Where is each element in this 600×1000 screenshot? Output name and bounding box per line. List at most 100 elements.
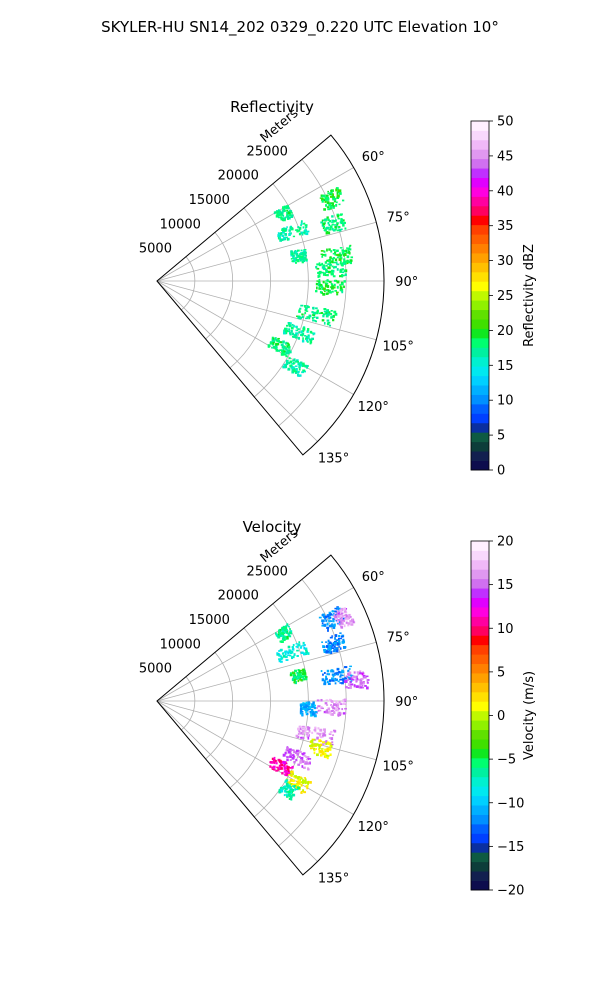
colorbar-segment (471, 823, 489, 834)
colorbar-segment (471, 234, 489, 245)
azimuth-spoke-3 (156, 700, 377, 761)
colorbar-segment (471, 635, 489, 646)
azimuth-tick-label: 90° (395, 695, 418, 710)
echo-region-6 (315, 259, 348, 278)
reflectivity-panel: Reflectivity500010000150002000025000Mete… (139, 98, 537, 479)
colorbar-segment (471, 748, 489, 759)
colorbar-segment (471, 795, 489, 806)
colorbar-segment (471, 224, 489, 235)
colorbar-segment (471, 177, 489, 188)
colorbar-segment (471, 814, 489, 825)
echo-layer (269, 606, 370, 801)
colorbar-tick-label: 15 (497, 359, 514, 374)
echo-region-3 (276, 641, 310, 663)
colorbar-segment (471, 663, 489, 674)
colorbar-segment (471, 394, 489, 405)
colorbar-segment (471, 205, 489, 216)
azimuth-tick-label: 60° (362, 570, 385, 585)
colorbar-segment (471, 328, 489, 339)
colorbar-segment (471, 271, 489, 282)
colorbar-segment (471, 842, 489, 853)
colorbar-segment (471, 385, 489, 395)
echo-region-9 (299, 701, 318, 718)
colorbar-segment (471, 196, 489, 207)
radial-tick-label: 15000 (189, 613, 230, 628)
colorbar-tick-label: 45 (497, 149, 514, 164)
echo-region-2 (333, 607, 356, 629)
azimuth-spoke-4 (156, 280, 354, 395)
azimuth-tick-label: 120° (358, 400, 389, 415)
colorbar-segment (471, 833, 489, 844)
azimuth-spoke-1 (156, 641, 377, 702)
panel-title: Velocity (243, 518, 302, 536)
colorbar-segment (471, 347, 489, 358)
colorbar: −20 −15 −10 −5 0 5 10 15 20 Velocity (m/s) (470, 535, 537, 899)
range-ring-2 (229, 627, 271, 789)
echo-region-7 (344, 670, 370, 690)
azimuth-spoke-3 (156, 280, 377, 341)
colorbar-segment (471, 654, 489, 665)
colorbar-tick-label: 30 (497, 254, 514, 269)
colorbar-segment (471, 337, 489, 348)
echo-region-15 (278, 779, 301, 801)
colorbar-segment (471, 852, 489, 863)
echo-region-5 (320, 244, 354, 267)
echo-region-1 (318, 606, 345, 632)
colorbar-segment (471, 880, 489, 891)
colorbar-segment (471, 215, 489, 226)
echo-region-8 (315, 698, 347, 717)
colorbar-segment (471, 366, 489, 377)
azimuth-tick-label: 135° (318, 452, 349, 467)
colorbar-segment (471, 281, 489, 292)
echo-region-0 (275, 623, 293, 643)
colorbar-segment (471, 319, 489, 329)
colorbar-segment (471, 441, 489, 452)
colorbar-segment (471, 451, 489, 461)
colorbar-segment (471, 309, 489, 320)
radial-tick-label: 20000 (218, 169, 259, 184)
colorbar-segment (471, 786, 489, 797)
echo-region-7 (315, 278, 346, 296)
azimuth-tick-label: 135° (318, 872, 349, 887)
azimuth-tick-label: 75° (387, 630, 410, 645)
azimuth-spoke-4 (156, 700, 354, 815)
azimuth-tick-label: 60° (362, 150, 385, 165)
figure-suptitle: SKYLER-HU SN14_202 0329_0.220 UTC Elevat… (101, 18, 499, 37)
colorbar-label: Reflectivity dBZ (522, 244, 537, 347)
colorbar-segment (471, 541, 489, 551)
colorbar-segment (471, 460, 489, 471)
azimuth-spoke-0 (156, 587, 354, 702)
colorbar-tick-label: −10 (497, 796, 524, 811)
echo-region-3 (320, 213, 347, 235)
colorbar-segment (471, 559, 489, 570)
colorbar-tick-label: 15 (497, 578, 514, 593)
colorbar-tick-label: −5 (497, 753, 516, 768)
azimuth-tick-label: 120° (358, 820, 389, 835)
colorbar-segment (471, 720, 489, 731)
colorbar-segment (471, 701, 489, 712)
radial-tick-label: 25000 (247, 564, 288, 579)
colorbar-segment (471, 729, 489, 740)
radial-tick-label: 5000 (139, 662, 172, 677)
echo-region-11 (282, 357, 309, 377)
colorbar-tick-label: 40 (497, 184, 514, 199)
colorbar-tick-label: 25 (497, 289, 514, 304)
echo-region-8 (296, 304, 338, 327)
colorbar-segment (471, 121, 489, 131)
azimuth-spoke-5 (156, 280, 318, 442)
azimuth-spoke-1 (156, 221, 377, 282)
echo-region-9 (283, 322, 316, 345)
colorbar-segment (471, 149, 489, 160)
colorbar: 0 5 10 15 20 25 30 35 40 45 50 Reflectivity dBZ (470, 115, 537, 479)
azimuth-spoke-0 (156, 167, 354, 282)
azimuth-tick-label: 90° (395, 275, 418, 290)
colorbar-segment (471, 300, 489, 311)
colorbar-segment (471, 569, 489, 580)
echo-region-4 (321, 632, 347, 655)
echo-region-13 (269, 756, 294, 777)
colorbar-segment (471, 644, 489, 655)
radial-tick-label: 25000 (247, 144, 288, 159)
colorbar-segment (471, 805, 489, 815)
colorbar-segment (471, 691, 489, 702)
